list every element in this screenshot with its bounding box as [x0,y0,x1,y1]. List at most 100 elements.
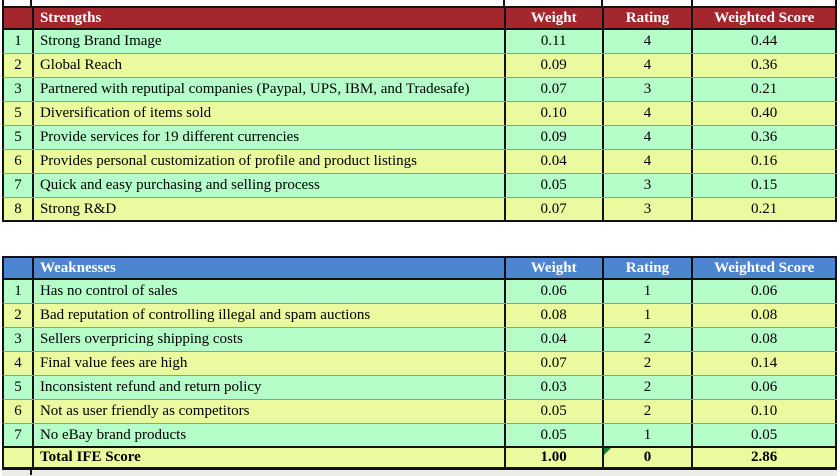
weight-cell[interactable]: 0.08 [505,304,604,327]
formula-error-triangle-icon[interactable] [603,448,611,455]
row-number-cell[interactable]: 3 [4,78,34,101]
row-number-cell[interactable]: 1 [4,280,34,303]
weighted-score-cell[interactable]: 0.08 [693,328,837,351]
factor-cell[interactable]: Provides personal customization of profi… [33,150,506,173]
row-number-cell[interactable]: 5 [4,102,34,125]
weighted-score-cell[interactable]: 0.06 [693,280,837,303]
weight-cell[interactable]: 0.09 [505,126,604,149]
weighted-score-cell[interactable]: 0.16 [693,150,837,173]
weighted-score-cell[interactable]: 0.40 [693,102,837,125]
rating-cell[interactable]: 1 [603,304,694,327]
rating-cell[interactable]: 2 [603,400,694,423]
weight-cell[interactable]: 0.03 [505,376,604,399]
factor-cell[interactable]: Not as user friendly as competitors [33,400,506,423]
weighted-score-cell[interactable]: 0.05 [693,424,837,446]
factor-cell[interactable]: Bad reputation of controlling illegal an… [33,304,506,327]
total-rating-value: 0 [643,449,652,465]
weighted-score-cell[interactable]: 0.06 [693,376,837,399]
weight-cell[interactable]: 0.05 [505,400,604,423]
factor-cell[interactable]: No eBay brand products [33,424,506,446]
row-number-cell[interactable]: 6 [4,150,34,173]
column-header-weighted-score[interactable]: Weighted Score [693,258,837,278]
rating-cell[interactable]: 4 [603,126,694,149]
weighted-score-cell[interactable]: 0.21 [693,198,837,220]
row-number-cell[interactable]: 8 [4,198,34,220]
column-header-rating[interactable]: Rating [603,8,694,28]
weight-cell[interactable]: 0.05 [505,424,604,446]
section-title-strengths[interactable]: Strengths [33,8,506,28]
corner-cell[interactable] [4,258,34,278]
factor-cell[interactable]: Sellers overpricing shipping costs [33,328,506,351]
rating-cell[interactable]: 4 [603,102,694,125]
row-number-cell[interactable]: 2 [4,54,34,77]
column-header-weight[interactable]: Weight [505,258,604,278]
rating-cell[interactable]: 1 [603,424,694,446]
factor-cell[interactable]: Provide services for 19 different curren… [33,126,506,149]
factor-cell[interactable]: Global Reach [33,54,506,77]
weight-cell[interactable]: 0.11 [505,30,604,53]
weighted-score-cell[interactable]: 0.15 [693,174,837,197]
rating-cell[interactable]: 2 [603,352,694,375]
weaknesses-table: Weaknesses Weight Rating Weighted Score … [2,256,837,470]
table-row: 2 Global Reach 0.09 4 0.36 [2,54,837,78]
weight-cell[interactable]: 0.10 [505,102,604,125]
weight-cell[interactable]: 0.04 [505,328,604,351]
row-number-cell[interactable]: 5 [4,376,34,399]
rating-cell[interactable]: 3 [603,174,694,197]
row-number-cell[interactable]: 7 [4,424,34,446]
row-number-cell[interactable]: 1 [4,30,34,53]
factor-cell[interactable]: Inconsistent refund and return policy [33,376,506,399]
weight-cell[interactable]: 0.07 [505,198,604,220]
rating-cell[interactable]: 4 [603,54,694,77]
weighted-score-cell[interactable]: 0.08 [693,304,837,327]
rating-cell[interactable]: 4 [603,30,694,53]
column-header-weight[interactable]: Weight [505,8,604,28]
table-row: 6 Provides personal customization of pro… [2,150,837,174]
total-row: Total IFE Score 1.00 0 2.86 [2,448,837,470]
row-number-cell[interactable]: 2 [4,304,34,327]
total-label-cell[interactable]: Total IFE Score [33,448,506,467]
row-number-cell[interactable]: 7 [4,174,34,197]
table-row: 8 Strong R&D 0.07 3 0.21 [2,198,837,222]
rating-cell[interactable]: 3 [603,78,694,101]
column-header-rating[interactable]: Rating [603,258,694,278]
section-title-weaknesses[interactable]: Weaknesses [33,258,506,278]
column-header-weighted-score[interactable]: Weighted Score [693,8,837,28]
top-row-sliver [2,0,837,6]
weighted-score-cell[interactable]: 0.36 [693,54,837,77]
total-weight-cell[interactable]: 1.00 [505,448,604,467]
factor-cell[interactable]: Strong Brand Image [33,30,506,53]
corner-cell[interactable] [4,8,34,28]
total-rating-cell[interactable]: 0 [603,448,694,467]
weight-cell[interactable]: 0.07 [505,352,604,375]
factor-cell[interactable]: Diversification of items sold [33,102,506,125]
row-number-cell[interactable]: 3 [4,328,34,351]
rating-cell[interactable]: 2 [603,376,694,399]
factor-cell[interactable]: Quick and easy purchasing and selling pr… [33,174,506,197]
rating-cell[interactable]: 4 [603,150,694,173]
weighted-score-cell[interactable]: 0.14 [693,352,837,375]
row-number-cell[interactable]: 5 [4,126,34,149]
factor-cell[interactable]: Has no control of sales [33,280,506,303]
rating-cell[interactable]: 1 [603,280,694,303]
factor-cell[interactable]: Partnered with reputipal companies (Payp… [33,78,506,101]
rating-cell[interactable]: 2 [603,328,694,351]
table-row: 7 No eBay brand products 0.05 1 0.05 [2,424,837,448]
weight-cell[interactable]: 0.06 [505,280,604,303]
total-weighted-score-cell[interactable]: 2.86 [693,448,837,467]
factor-cell[interactable]: Final value fees are high [33,352,506,375]
row-number-cell[interactable] [4,448,34,467]
strengths-table: Strengths Weight Rating Weighted Score 1… [2,6,837,222]
weight-cell[interactable]: 0.07 [505,78,604,101]
weight-cell[interactable]: 0.05 [505,174,604,197]
weight-cell[interactable]: 0.04 [505,150,604,173]
weighted-score-cell[interactable]: 0.44 [693,30,837,53]
weight-cell[interactable]: 0.09 [505,54,604,77]
rating-cell[interactable]: 3 [603,198,694,220]
row-number-cell[interactable]: 4 [4,352,34,375]
weighted-score-cell[interactable]: 0.36 [693,126,837,149]
weighted-score-cell[interactable]: 0.21 [693,78,837,101]
weighted-score-cell[interactable]: 0.10 [693,400,837,423]
row-number-cell[interactable]: 6 [4,400,34,423]
factor-cell[interactable]: Strong R&D [33,198,506,220]
